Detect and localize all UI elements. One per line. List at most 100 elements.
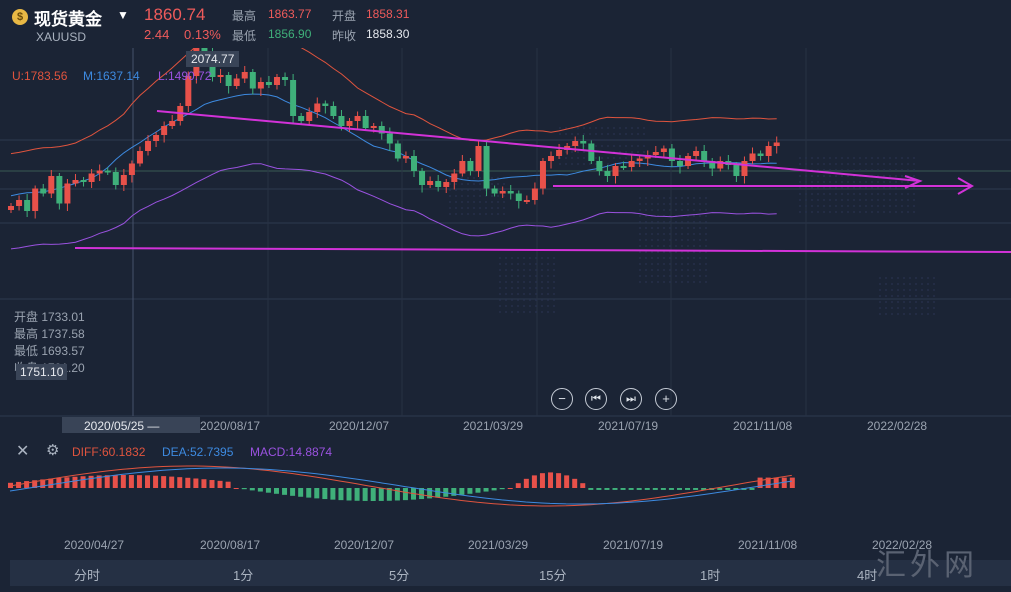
candle: [16, 200, 23, 206]
map-dot: [841, 205, 843, 207]
map-dot: [847, 187, 849, 189]
candle: [556, 150, 563, 156]
macd-panel: [8, 465, 795, 507]
tf-4h[interactable]: 4时: [857, 568, 878, 583]
map-dot: [613, 145, 615, 147]
instrument-title[interactable]: 现货黄金: [34, 10, 102, 29]
zoom-in-button[interactable]: +: [655, 388, 677, 410]
map-dot: [675, 275, 677, 277]
map-dot: [517, 269, 519, 271]
map-dot: [625, 139, 627, 141]
zoom-out-button[interactable]: −: [551, 388, 573, 410]
map-dot: [811, 175, 813, 177]
map-dot: [835, 163, 837, 165]
candle: [749, 153, 756, 161]
map-dot: [891, 277, 893, 279]
map-dot: [497, 201, 499, 203]
map-dot: [651, 197, 653, 199]
map-dot: [657, 257, 659, 259]
map-dot: [473, 189, 475, 191]
candle: [419, 171, 426, 185]
map-dot: [805, 175, 807, 177]
candle: [169, 121, 176, 126]
map-dot: [877, 205, 879, 207]
map-dot: [637, 151, 639, 153]
map-dot: [859, 211, 861, 213]
macd-bar: [435, 488, 441, 498]
map-dot: [835, 193, 837, 195]
map-dot: [811, 181, 813, 183]
candle: [604, 171, 611, 176]
map-dot: [897, 283, 899, 285]
macd-bar: [580, 483, 586, 488]
tf-1h[interactable]: 1时: [700, 568, 721, 583]
candle: [443, 182, 450, 187]
map-dot: [455, 183, 457, 185]
scroll-left-button[interactable]: ⏮: [585, 388, 607, 410]
macd-bar: [169, 476, 175, 488]
tf-5m[interactable]: 5分: [389, 568, 410, 583]
map-dot: [885, 301, 887, 303]
map-dot: [889, 163, 891, 165]
map-dot: [681, 233, 683, 235]
macd-bar: [322, 488, 328, 500]
macd-bar: [725, 488, 731, 490]
candle: [467, 161, 474, 171]
map-dot: [811, 157, 813, 159]
map-dot: [901, 157, 903, 159]
map-dot: [829, 211, 831, 213]
map-dot: [859, 187, 861, 189]
tf-1m[interactable]: 1分: [233, 568, 254, 583]
map-dot: [687, 203, 689, 205]
map-dot: [847, 211, 849, 213]
map-dot: [619, 157, 621, 159]
settings-gear-icon[interactable]: ⚙: [46, 442, 60, 459]
map-dot: [907, 157, 909, 159]
prev-close-value: 1858.30: [366, 27, 410, 41]
map-dot: [687, 269, 689, 271]
scroll-right-button[interactable]: ⏭: [620, 388, 642, 410]
map-dot: [805, 193, 807, 195]
map-dot: [523, 275, 525, 277]
map-dot: [485, 201, 487, 203]
map-dot: [529, 269, 531, 271]
map-dot: [553, 293, 555, 295]
macd-dea-label: DEA:52.7395: [162, 445, 234, 459]
map-dot: [467, 183, 469, 185]
map-dot: [817, 211, 819, 213]
map-dot: [503, 189, 505, 191]
candlestick-chart[interactable]: [0, 48, 1011, 438]
map-dot: [895, 157, 897, 159]
candle: [8, 206, 14, 210]
map-dot: [467, 201, 469, 203]
map-dot: [817, 163, 819, 165]
close-icon[interactable]: ✕: [16, 443, 30, 460]
map-dot: [889, 193, 891, 195]
map-dot: [583, 127, 585, 129]
candle: [539, 161, 546, 189]
tf-tick[interactable]: 分时: [74, 568, 101, 583]
candle: [531, 188, 538, 200]
map-dot: [657, 221, 659, 223]
map-dot: [625, 163, 627, 165]
map-dot: [595, 133, 597, 135]
tf-15m[interactable]: 15分: [539, 568, 567, 583]
chevron-down-icon[interactable]: ▼: [117, 8, 129, 22]
map-dot: [817, 175, 819, 177]
map-dot: [841, 163, 843, 165]
macd-bar: [636, 488, 642, 490]
map-dot: [681, 209, 683, 211]
map-dot: [927, 307, 929, 309]
map-dot: [901, 169, 903, 171]
candle: [346, 121, 353, 126]
candle: [298, 116, 305, 121]
macd-bar: [370, 488, 376, 501]
map-dot: [895, 175, 897, 177]
date-tick: 2021/11/08: [733, 419, 793, 433]
map-dot: [461, 183, 463, 185]
map-dot: [921, 295, 923, 297]
map-dot: [805, 205, 807, 207]
map-dot: [903, 283, 905, 285]
candle: [523, 200, 530, 202]
macd-bar: [104, 475, 110, 488]
